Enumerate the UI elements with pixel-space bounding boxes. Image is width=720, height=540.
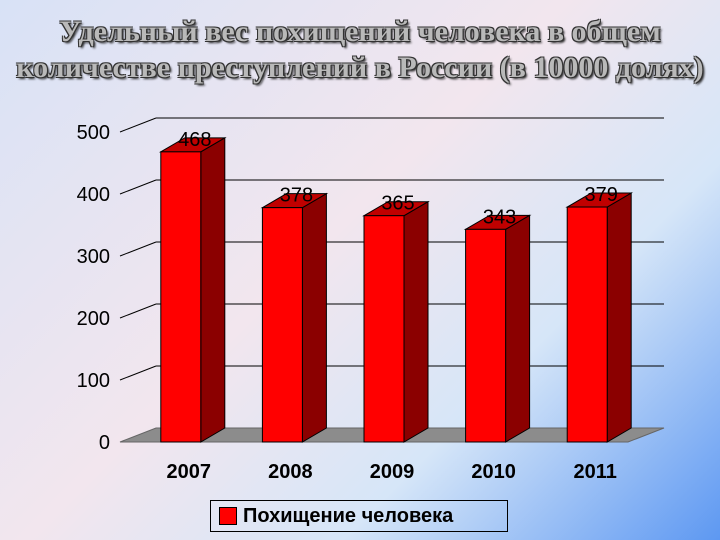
x-category-label: 2011 [574,461,617,483]
y-axis-ticks: 0 100 200 300 400 500 [77,122,110,454]
bar [260,192,329,443]
gridline-diagonal [119,365,157,381]
bar [158,136,227,443]
bar-side [403,200,429,443]
data-label: 365 [381,193,414,215]
y-tick-label: 100 [77,370,110,392]
bar [565,192,634,443]
bar-front [261,207,303,443]
x-category-label: 2009 [370,461,415,483]
legend: Похищение человека [210,500,508,532]
gridline-diagonal [119,179,157,195]
bar-front [160,151,202,443]
gridline-diagonal [119,241,157,257]
bar-side [200,136,226,443]
data-label: 343 [483,206,516,228]
bar-front [465,228,507,443]
y-tick-label: 300 [77,246,110,268]
bar-front [566,206,608,443]
bars [158,136,634,443]
bar [463,214,532,443]
chart-title: Удельный вес похищений человека в общем … [16,15,704,84]
bar [362,200,430,443]
bar-side [301,192,327,443]
data-labels: 468 378 365 343 379 [178,129,618,229]
bar-front [363,215,405,443]
legend-label: Похищение человека [243,504,454,527]
x-category-label: 2008 [268,461,313,483]
x-category-label: 2007 [167,461,212,483]
gridline-diagonal [119,303,157,319]
y-tick-label: 500 [77,122,110,144]
y-tick-label: 200 [77,308,110,330]
data-label: 378 [280,185,313,207]
x-axis-categories: 2007 2008 2009 2010 2011 [167,461,617,483]
bar-side [606,192,632,443]
y-tick-label: 0 [99,432,110,454]
legend-swatch [219,507,237,525]
data-label: 468 [178,129,211,151]
x-category-label: 2010 [471,461,516,483]
gridline-diagonal [119,117,157,133]
y-tick-label: 400 [77,184,110,206]
bar-side [505,214,531,443]
data-label: 379 [585,184,618,206]
